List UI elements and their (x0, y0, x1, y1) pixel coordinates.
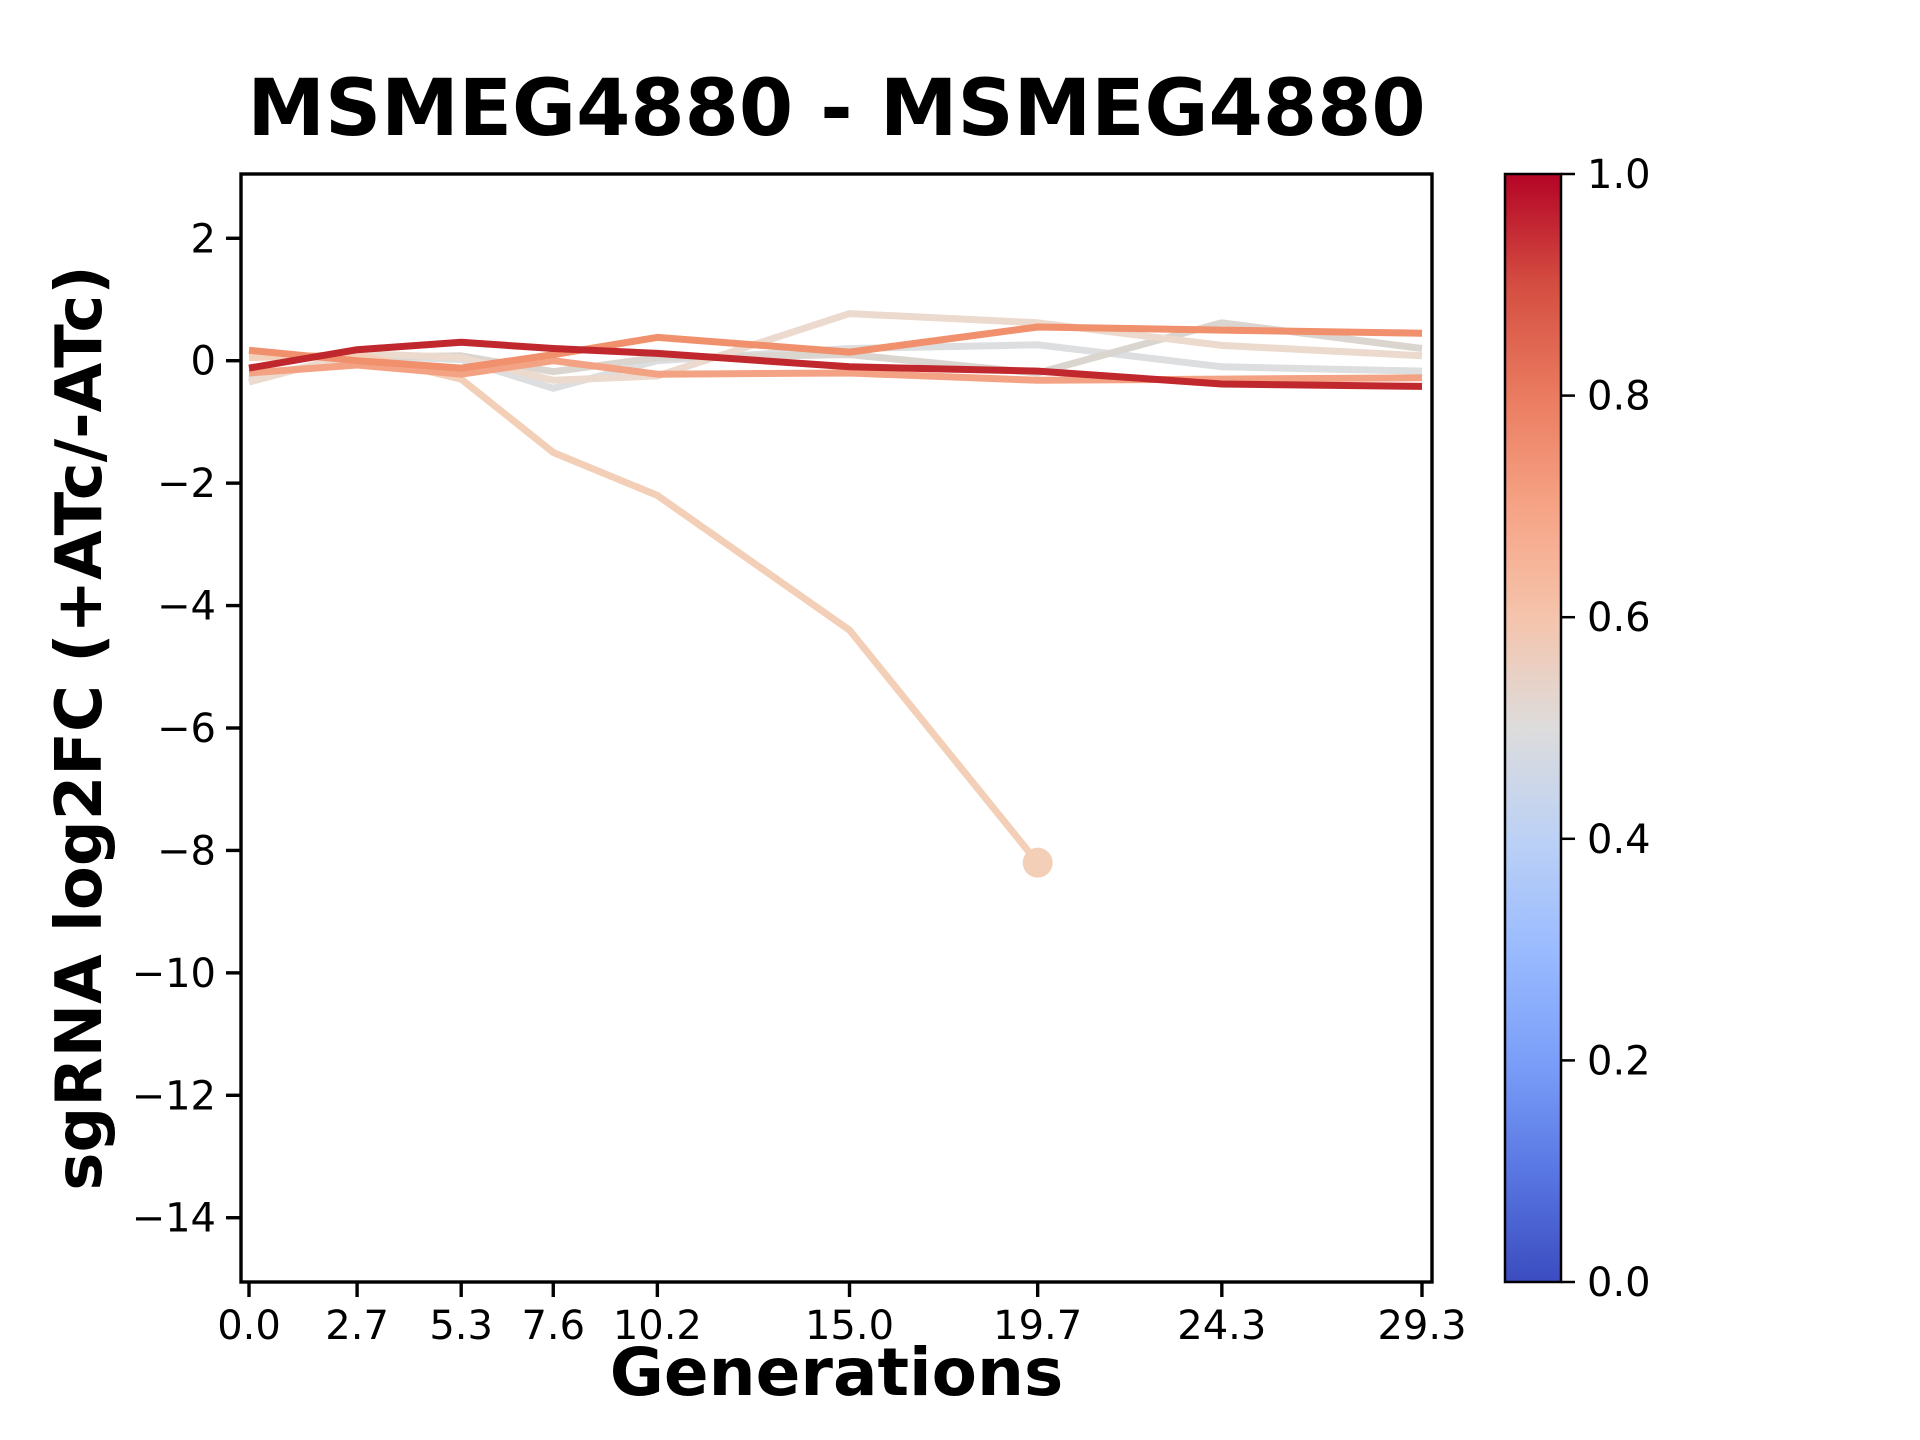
x-tick-label: 15.0 (805, 1303, 894, 1349)
y-tick-label: 2 (191, 216, 216, 262)
colorbar: 0.0 0.2 0.4 0.6 0.8 1.0 (1503, 152, 1651, 1306)
x-axis: 0.0 2.7 5.3 7.6 10.2 15.0 19.7 24.3 29.3 (217, 1282, 1467, 1349)
y-tick-label: −2 (157, 461, 216, 507)
y-tick-label: −14 (132, 1196, 216, 1242)
axes-group (239, 172, 1434, 1284)
colorbar-tick-label: 0.8 (1587, 374, 1651, 420)
line-sgRNA-salmon (248, 323, 1423, 372)
axes-spines (239, 172, 1434, 1284)
colorbar-tick-label: 0.4 (1587, 817, 1651, 863)
y-axis: 2 0 −2 −4 −6 −8 −10 −12 −14 (132, 216, 241, 1242)
colorbar-tick-label: 1.0 (1587, 152, 1651, 198)
end-marker-sgRNA-depleted (1022, 847, 1053, 878)
series-group (248, 310, 1423, 878)
y-tick-label: −4 (157, 584, 216, 630)
y-tick-label: −6 (157, 706, 216, 752)
line-sgRNA-dark-red (248, 338, 1423, 390)
x-tick-label: 24.3 (1177, 1303, 1266, 1349)
x-tick-label: 19.7 (993, 1303, 1082, 1349)
colorbar-bar (1503, 172, 1563, 1284)
y-axis-label: sgRNA log2FC (+ATc/-ATc) (43, 265, 117, 1191)
x-tick-label: 0.0 (217, 1303, 281, 1349)
y-tick-label: −8 (157, 828, 216, 874)
colorbar-tick-label: 0.0 (1587, 1260, 1651, 1306)
x-tick-label: 5.3 (429, 1303, 493, 1349)
colorbar-tick-label: 0.2 (1587, 1038, 1651, 1084)
x-tick-label: 10.2 (613, 1303, 702, 1349)
colorbar-tick-label: 0.6 (1587, 595, 1651, 641)
y-tick-label: −12 (132, 1073, 216, 1119)
y-tick-label: 0 (191, 339, 216, 385)
x-tick-label: 7.6 (521, 1303, 585, 1349)
line-sgRNA-depleted (248, 351, 1041, 865)
x-tick-label: 2.7 (325, 1303, 389, 1349)
x-tick-label: 29.3 (1377, 1303, 1466, 1349)
y-tick-label: −10 (132, 951, 216, 997)
chart-title: MSMEG4880 - MSMEG4880 (247, 64, 1426, 154)
x-axis-label: Generations (609, 1334, 1064, 1411)
